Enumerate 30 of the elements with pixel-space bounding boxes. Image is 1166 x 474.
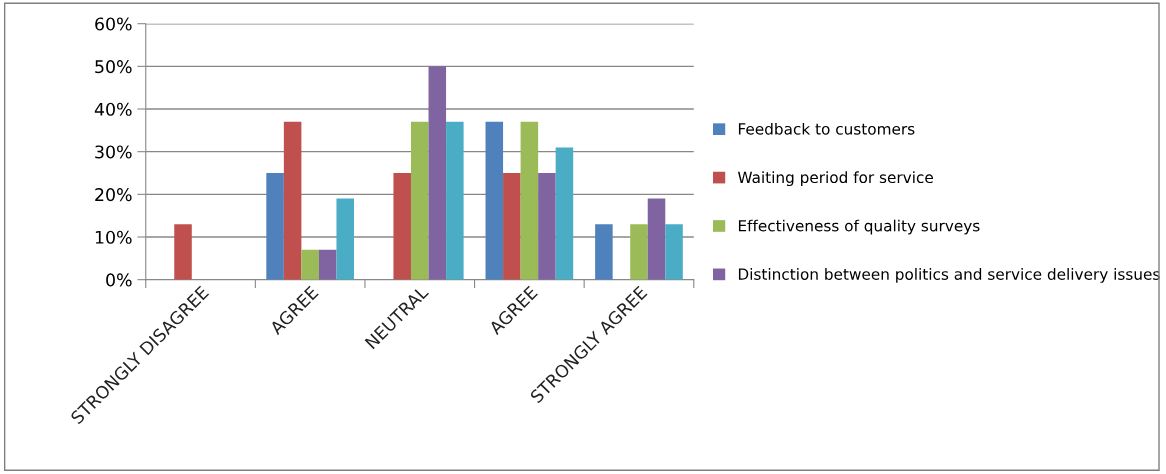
bar	[647, 198, 666, 280]
bar	[428, 66, 447, 280]
bar	[410, 121, 429, 280]
bar	[595, 224, 613, 280]
bar	[665, 224, 683, 280]
y-tick-label: 10%	[95, 230, 132, 244]
legend-label: Effectiveness of quality surveys	[738, 219, 980, 235]
bar	[336, 198, 354, 280]
bar	[555, 147, 574, 280]
y-tick-label: 0%	[106, 273, 132, 287]
bar	[503, 173, 521, 280]
y-tick-label: 50%	[95, 60, 132, 74]
legend-label: Waiting period for service	[737, 171, 933, 187]
bar	[266, 173, 284, 280]
bar	[485, 121, 504, 280]
bar	[446, 121, 464, 280]
y-tick-label: 60%	[95, 17, 132, 31]
bar	[393, 173, 411, 280]
bar	[301, 249, 319, 280]
bar	[630, 224, 648, 280]
legend-label: Feedback to customers	[738, 122, 915, 135]
y-tick-label: 20%	[95, 188, 132, 202]
legend-label: Distinction between politics and service delivery issues	[738, 268, 1160, 283]
bar	[283, 121, 302, 280]
y-tick-label: 40%	[94, 102, 132, 116]
bar	[538, 173, 556, 280]
bar	[318, 249, 337, 280]
bar	[520, 121, 539, 280]
y-tick-label: 30%	[95, 145, 132, 159]
bar	[174, 224, 192, 280]
